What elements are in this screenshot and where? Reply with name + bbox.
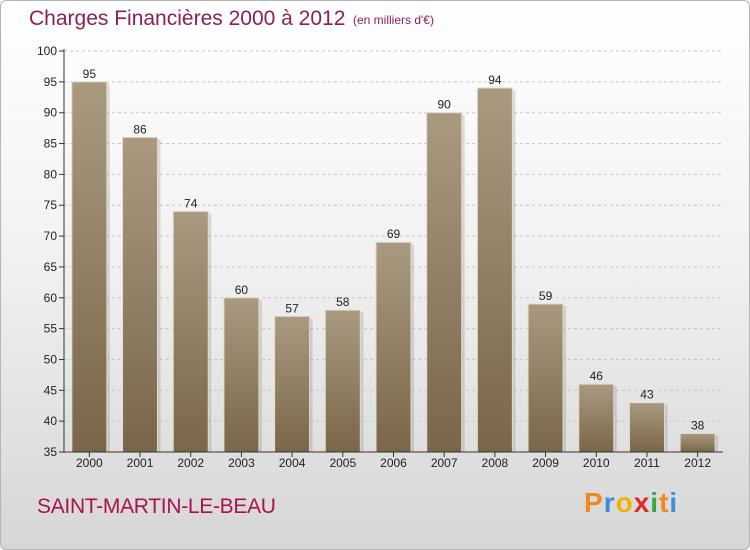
y-tick-label: 55 xyxy=(44,322,58,336)
y-tick-label: 45 xyxy=(44,383,58,397)
bar xyxy=(476,87,513,453)
proxiti-logo: Proxiti xyxy=(584,487,678,519)
x-tick-label: 2011 xyxy=(634,456,660,470)
x-tick-label: 2003 xyxy=(228,456,255,470)
y-tick-label: 50 xyxy=(44,352,58,366)
y-tick-label: 60 xyxy=(44,291,58,305)
data-label: 94 xyxy=(488,73,502,87)
bar xyxy=(628,402,665,453)
bars xyxy=(71,81,719,453)
data-label: 58 xyxy=(336,295,350,309)
y-tick-label: 70 xyxy=(44,229,58,243)
data-label: 38 xyxy=(691,418,705,432)
data-label: 57 xyxy=(285,301,299,315)
y-tick-label: 75 xyxy=(44,198,58,212)
bar xyxy=(223,297,260,453)
data-label: 95 xyxy=(83,67,97,81)
y-tick-label: 85 xyxy=(44,137,58,151)
data-label: 69 xyxy=(387,227,401,241)
data-label: 74 xyxy=(184,196,198,210)
bar xyxy=(679,432,716,453)
logo-letter: P xyxy=(584,487,604,518)
x-tick-label: 2006 xyxy=(380,456,407,470)
logo-letter: x xyxy=(633,487,651,518)
y-tick-label: 100 xyxy=(37,44,57,58)
bar xyxy=(426,112,463,453)
bar xyxy=(375,241,412,453)
bar xyxy=(527,303,564,453)
x-tick-label: 2007 xyxy=(431,456,458,470)
bar xyxy=(274,315,311,453)
y-tick-label: 35 xyxy=(44,445,58,459)
data-label: 43 xyxy=(640,388,654,402)
bar xyxy=(71,81,108,453)
x-tick-label: 2000 xyxy=(76,456,103,470)
x-tick-label: 2005 xyxy=(329,456,356,470)
x-tick-label: 2008 xyxy=(482,456,509,470)
logo-letter: o xyxy=(615,487,634,518)
x-tick-label: 2004 xyxy=(279,456,306,470)
y-tick-label: 65 xyxy=(44,260,58,274)
y-tick-label: 80 xyxy=(44,167,58,181)
bar xyxy=(122,136,159,453)
logo-letter: t xyxy=(659,487,670,518)
axes xyxy=(59,49,723,457)
bar xyxy=(578,383,615,453)
data-label: 86 xyxy=(133,122,147,136)
y-tick-label: 40 xyxy=(44,414,58,428)
commune-name: SAINT-MARTIN-LE-BEAU xyxy=(37,495,276,518)
x-tick-label: 2010 xyxy=(583,456,610,470)
x-tick-label: 2012 xyxy=(684,456,711,470)
data-label: 59 xyxy=(539,289,553,303)
data-label: 90 xyxy=(438,98,452,112)
logo-letter: r xyxy=(603,487,616,518)
data-label: 46 xyxy=(590,369,604,383)
chart-title: Charges Financières 2000 à 2012 xyxy=(29,7,346,30)
data-label: 60 xyxy=(235,283,249,297)
bar xyxy=(324,309,361,453)
chart-subtitle: (en milliers d'€) xyxy=(353,13,434,27)
x-tick-label: 2001 xyxy=(127,456,154,470)
x-tick-label: 2009 xyxy=(532,456,559,470)
x-tick-label: 2002 xyxy=(177,456,204,470)
labels: 35 40 45 50 55 60 65 70 75 80 85 90 95 100 95 2000 86 200… xyxy=(37,44,711,470)
y-tick-label: 95 xyxy=(44,75,58,89)
y-tick-label: 90 xyxy=(44,106,58,120)
logo-letter: i xyxy=(650,487,660,518)
logo-letter: i xyxy=(669,487,679,518)
bar xyxy=(172,210,209,453)
